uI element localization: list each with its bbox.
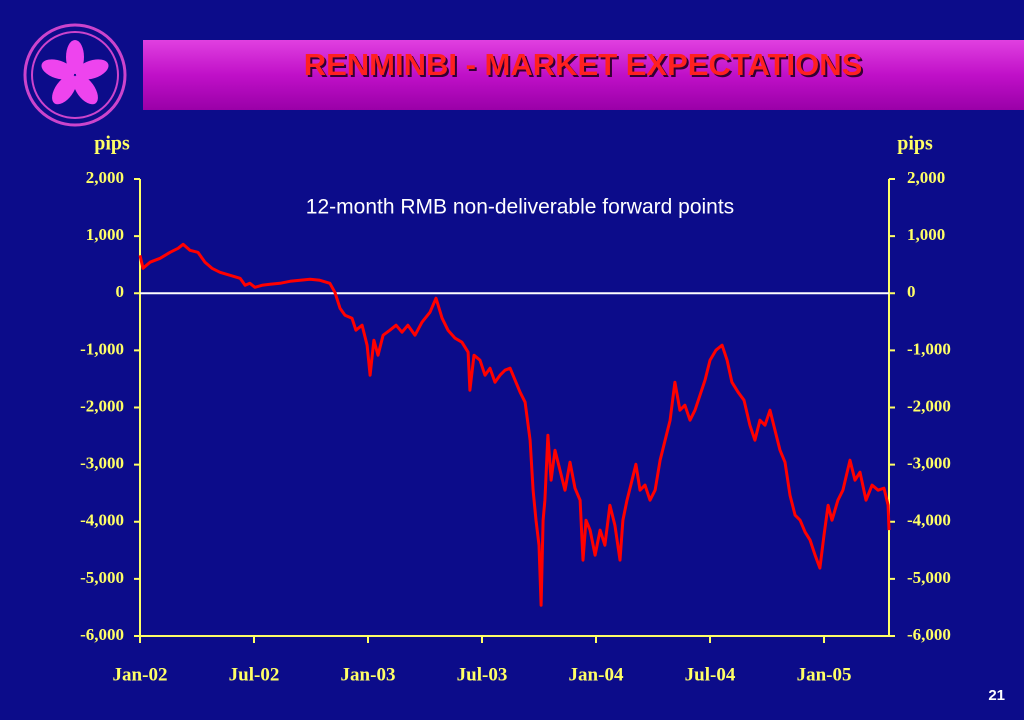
y-tick-label: -2,000 [80,396,124,415]
y2-tick-label: -3,000 [907,454,951,473]
y-tick-label: 2,000 [86,168,124,187]
data-line [138,242,891,607]
y2-tick-label: 0 [907,282,916,301]
logo [23,23,127,127]
y2-tick-label: -2,000 [907,396,951,415]
y2-tick-label: -1,000 [907,339,951,358]
y-tick-label: -3,000 [80,454,124,473]
y2-tick-label: 1,000 [907,225,945,244]
y2-axis-label: pips [897,133,933,155]
y2-tick-label: -6,000 [907,625,951,644]
title-banner [143,40,1024,110]
x-tick-label: Jan-03 [341,664,396,685]
page-number: 21 [988,687,1005,704]
y2-tick-label: 2,000 [907,168,945,187]
x-tick-label: Jan-04 [569,664,624,685]
y-axis-label: pips [94,133,130,155]
x-tick-label: Jul-02 [229,664,280,685]
y-tick-label: -5,000 [80,568,124,587]
chart-subtitle: 12-month RMB non-deliverable forward poi… [306,196,734,219]
chart-title: RENMINBI - MARKET EXPECTATIONS [304,47,863,82]
y-tick-label: 0 [116,282,125,301]
y-tick-label: -1,000 [80,339,124,358]
x-tick-label: Jul-04 [685,664,736,685]
y-tick-label: -4,000 [80,511,124,530]
x-tick-label: Jan-02 [113,664,168,685]
x-tick-label: Jul-03 [457,664,508,685]
y2-tick-label: -5,000 [907,568,951,587]
y2-tick-label: -4,000 [907,511,951,530]
y-tick-label: -6,000 [80,625,124,644]
y-tick-label: 1,000 [86,225,124,244]
x-tick-label: Jan-05 [797,664,852,685]
title-shadow: RENMINBI - MARKET EXPECTATIONS [306,49,865,84]
